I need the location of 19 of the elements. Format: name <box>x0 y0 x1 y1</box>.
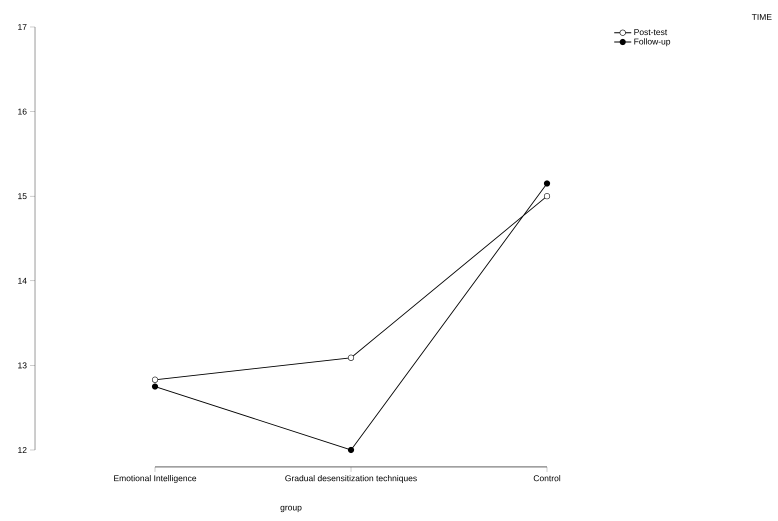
y-tick-label: 16 <box>18 108 27 115</box>
x-tick-label: Emotional Intelligence <box>114 475 196 483</box>
x-tick-label: Control <box>534 475 560 482</box>
legend-label: Post-test <box>634 29 668 36</box>
point <box>348 446 354 454</box>
y-tick-label: 13 <box>18 362 27 368</box>
x-axis-title: group <box>280 506 302 512</box>
y-tick-label: 17 <box>18 24 27 30</box>
legend-label: Follow-up <box>634 38 670 46</box>
y-tick-label: 12 <box>18 447 27 453</box>
point <box>152 383 158 390</box>
point <box>152 376 158 383</box>
point <box>544 193 550 200</box>
y-tick-label: 15 <box>18 193 27 200</box>
x-tick-label: Gradual desensitization techniques <box>285 475 417 483</box>
point <box>348 354 354 361</box>
point <box>544 180 550 187</box>
legend-title: TIME <box>752 14 772 20</box>
y-tick-label: 14 <box>18 278 27 284</box>
